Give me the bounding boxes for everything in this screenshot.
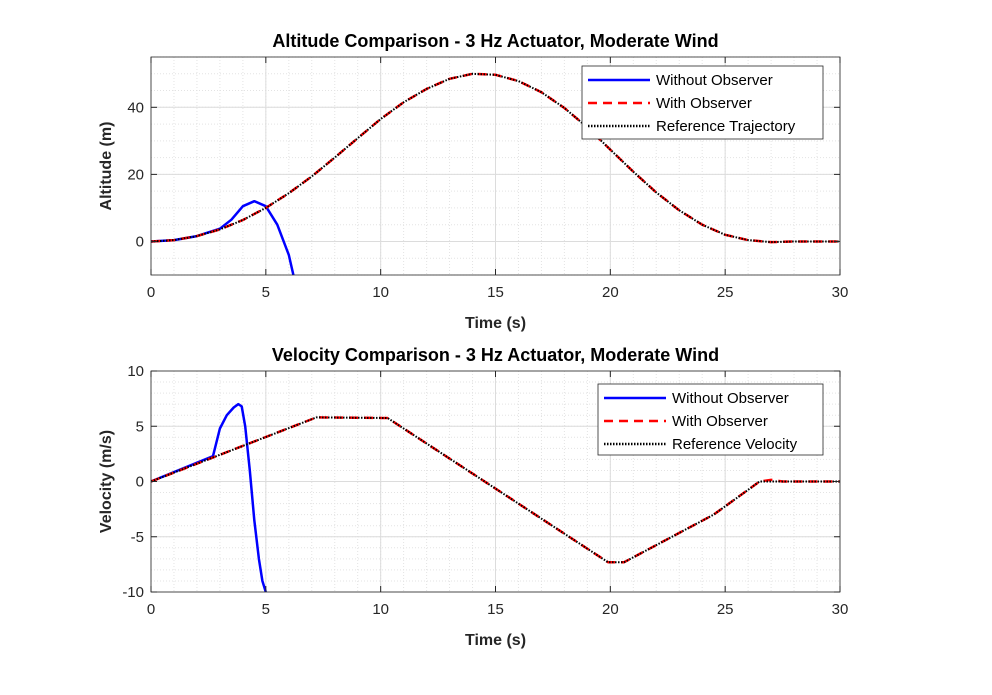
y-axis-label: Altitude (m) — [98, 122, 115, 211]
x-tick-label: 20 — [602, 601, 619, 618]
series-line-without-observer — [151, 402, 267, 592]
x-tick-label: 20 — [602, 284, 619, 301]
legend: Without Observer With Observer Reference V… — [597, 383, 824, 456]
y-tick-label: 20 — [127, 166, 144, 183]
legend-label: Without Observer — [656, 72, 773, 89]
x-axis-label: Time (s) — [465, 632, 526, 649]
legend: Without Observer With Observer Reference T… — [581, 65, 824, 140]
x-tick-label: 0 — [147, 284, 155, 301]
x-tick-label: 15 — [487, 601, 504, 618]
y-tick-label: 0 — [136, 233, 144, 250]
x-tick-label: 15 — [487, 284, 504, 301]
legend-label: With Observer — [656, 95, 752, 112]
x-tick-label: 5 — [262, 284, 270, 301]
x-tick-label: 25 — [717, 284, 734, 301]
x-tick-label: 25 — [717, 601, 734, 618]
x-tick-label: 10 — [372, 601, 389, 618]
y-tick-label: 10 — [127, 363, 144, 380]
x-tick-label: 30 — [832, 601, 849, 618]
y-axis-label: Velocity (m/s) — [98, 430, 115, 533]
subplot-velocity: 0 5 10 15 20 25 30 -10 -5 0 5 10 Velocity Comparison… — [98, 345, 848, 649]
series-line-with-observer — [151, 416, 840, 564]
y-tick-label: 0 — [136, 474, 144, 491]
legend-label: Without Observer — [672, 390, 789, 407]
subplot-altitude: 0 5 10 15 20 25 30 0 20 40 Altitude Comparison - 3… — [98, 31, 848, 332]
chart-title: Altitude Comparison - 3 Hz Actuator, Mod… — [272, 31, 718, 51]
legend-label: Reference Trajectory — [656, 118, 796, 135]
x-tick-label: 5 — [262, 601, 270, 618]
legend-label: Reference Velocity — [672, 436, 798, 453]
series-line-without-observer — [151, 199, 295, 275]
series-line-reference-trajectory — [151, 72, 840, 244]
legend-label: With Observer — [672, 413, 768, 430]
series-line-reference-velocity — [151, 416, 840, 564]
y-tick-label: 5 — [136, 418, 144, 435]
x-axis-label: Time (s) — [465, 315, 526, 332]
x-tick-label: 10 — [372, 284, 389, 301]
y-tick-label: -5 — [131, 529, 144, 546]
x-tick-label: 0 — [147, 601, 155, 618]
y-tick-label: 40 — [127, 99, 144, 116]
x-tick-label: 30 — [832, 284, 849, 301]
y-tick-label: -10 — [122, 584, 144, 601]
chart-title: Velocity Comparison - 3 Hz Actuator, Mod… — [272, 345, 719, 365]
